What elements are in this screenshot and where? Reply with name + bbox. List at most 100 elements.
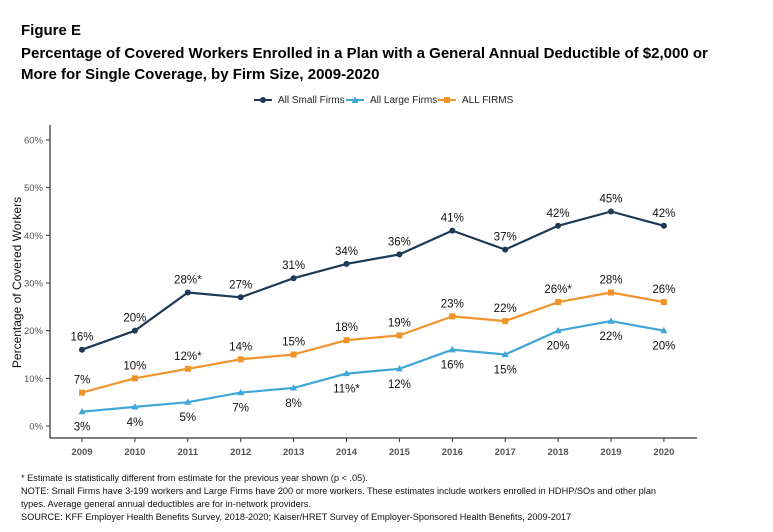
data-label: 7% — [74, 375, 91, 387]
data-label: 31% — [282, 260, 305, 272]
data-label: 5% — [179, 412, 196, 424]
data-label: 15% — [494, 365, 517, 377]
data-point — [131, 375, 138, 382]
x-tick-label: 2018 — [548, 447, 569, 458]
y-tick-label: 30% — [24, 279, 44, 290]
data-label: 23% — [441, 298, 464, 310]
legend-label-large-firms: All Large Firms — [370, 94, 438, 106]
data-point — [502, 318, 509, 325]
data-point — [290, 351, 297, 358]
x-tick-label: 2009 — [71, 447, 92, 458]
note-definition-cont: types. Average general annual deductible… — [21, 499, 311, 509]
data-point — [448, 345, 456, 353]
data-point — [555, 222, 562, 229]
x-tick-label: 2012 — [230, 447, 251, 458]
data-point — [290, 275, 297, 282]
data-label: 14% — [229, 341, 252, 353]
y-axis-title: Percentage of Covered Workers — [10, 197, 24, 368]
data-label: 34% — [335, 246, 358, 258]
data-label: 37% — [494, 232, 517, 244]
data-point — [343, 260, 350, 267]
series-line-1 — [81, 320, 665, 413]
data-point — [184, 365, 191, 372]
chart-legend: All Small Firms All Large Firms ALL FIRM… — [0, 91, 773, 109]
legend-marker-square-icon — [438, 97, 456, 103]
data-label: 11%* — [333, 384, 360, 396]
legend-label-all-firms: ALL FIRMS — [462, 94, 514, 106]
legend-item-all-firms: ALL FIRMS — [438, 91, 513, 109]
data-label: 26% — [652, 284, 675, 296]
data-point — [660, 222, 667, 229]
x-tick-label: 2010 — [124, 447, 145, 458]
data-label: 7% — [232, 403, 249, 415]
data-point — [290, 384, 298, 391]
x-tick-label: 2013 — [283, 447, 304, 458]
x-tick-label: 2020 — [653, 447, 674, 458]
data-label: 45% — [599, 194, 622, 206]
x-tick-label: 2019 — [600, 447, 621, 458]
data-point — [79, 346, 85, 353]
legend-marker-circle-icon — [254, 97, 272, 103]
data-point — [395, 365, 403, 372]
series-line-2 — [81, 291, 665, 394]
data-point — [184, 398, 192, 405]
data-point — [78, 407, 86, 415]
data-label: 8% — [285, 398, 302, 410]
data-label: 16% — [70, 332, 93, 344]
data-label: 22% — [599, 331, 622, 343]
y-tick-label: 60% — [24, 136, 44, 147]
data-label: 42% — [547, 208, 570, 220]
data-point — [608, 208, 614, 215]
data-label: 16% — [441, 360, 464, 372]
data-point — [343, 337, 350, 344]
chart-title: Percentage of Covered Workers Enrolled i… — [21, 45, 708, 83]
data-label: 20% — [652, 341, 675, 353]
data-label: 27% — [229, 279, 252, 291]
data-label: 18% — [335, 322, 358, 334]
data-label: 4% — [127, 417, 144, 429]
x-tick-label: 2015 — [389, 447, 411, 458]
data-label: 42% — [652, 208, 675, 220]
data-point — [554, 326, 562, 334]
chart-notes: * Estimate is statistically different fr… — [21, 472, 761, 524]
data-point — [660, 326, 668, 334]
legend-item-large-firms: All Large Firms — [346, 91, 437, 109]
legend-marker-triangle-icon — [346, 96, 364, 103]
data-point — [79, 389, 85, 396]
y-tick-label: 40% — [24, 231, 44, 242]
data-label: 3% — [74, 422, 91, 434]
data-point — [608, 289, 614, 296]
series-line-0 — [81, 210, 665, 351]
y-tick-label: 50% — [24, 183, 44, 194]
data-label: 12% — [388, 379, 411, 391]
data-label: 41% — [441, 213, 464, 225]
x-tick-label: 2016 — [442, 447, 463, 458]
data-label: 12%* — [174, 351, 202, 363]
legend-item-small-firms: All Small Firms — [254, 91, 345, 109]
data-label: 15% — [282, 337, 305, 349]
data-label: 36% — [388, 236, 411, 248]
y-tick-label: 20% — [24, 326, 44, 337]
note-source: SOURCE: KFF Employer Health Benefits Sur… — [21, 512, 572, 522]
data-label: 22% — [494, 303, 517, 315]
x-tick-label: 2017 — [495, 447, 516, 458]
note-significance: * Estimate is statistically different fr… — [21, 473, 368, 483]
x-tick-label: 2011 — [177, 447, 198, 458]
data-point — [343, 369, 350, 377]
data-point — [449, 227, 456, 234]
data-point — [660, 299, 667, 306]
data-point — [396, 332, 403, 339]
legend-label-small-firms: All Small Firms — [278, 94, 345, 106]
data-point — [555, 299, 562, 306]
data-point — [501, 350, 509, 358]
data-point — [237, 356, 244, 363]
data-point — [184, 289, 191, 296]
data-point — [131, 403, 139, 410]
data-point — [607, 317, 615, 324]
data-label: 20% — [123, 313, 146, 325]
note-definition: NOTE: Small Firms have 3-199 workers and… — [21, 486, 657, 496]
data-point — [131, 327, 138, 334]
y-tick-label: 0% — [29, 422, 43, 433]
y-tick-label: 10% — [24, 374, 44, 385]
